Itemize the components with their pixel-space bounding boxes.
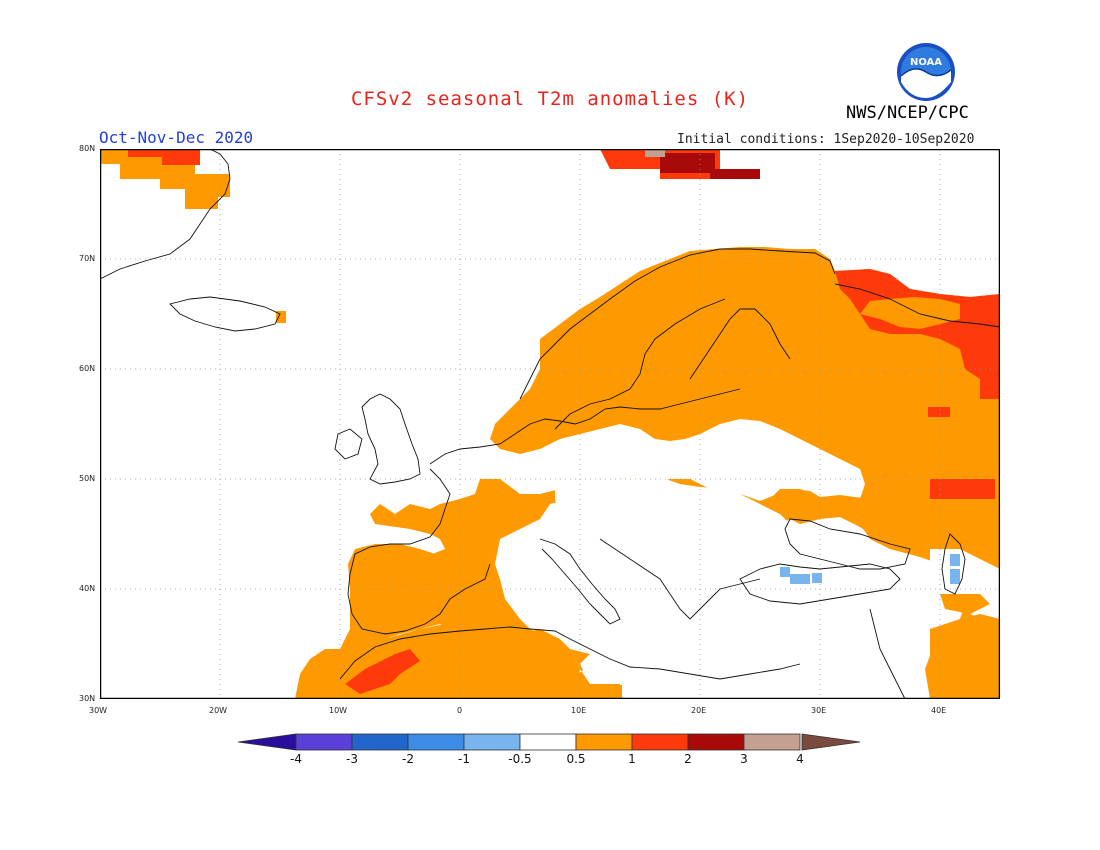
lat-label-30n: 30N xyxy=(79,694,96,703)
coastlines xyxy=(100,149,1000,699)
lat-label-70n: 70N xyxy=(79,254,96,263)
noaa-logo-icon: NOAA xyxy=(897,43,955,101)
lon-label-20e: 20E xyxy=(691,706,707,715)
agency-label: NWS/NCEP/CPC xyxy=(846,103,969,123)
graticule xyxy=(100,149,1000,699)
anomaly-map xyxy=(100,149,1000,699)
lat-label-40n: 40N xyxy=(79,584,96,593)
colorbar-label: -1 xyxy=(458,752,470,766)
lat-label-50n: 50N xyxy=(79,474,96,483)
lon-label-10w: 10W xyxy=(329,706,348,715)
noaa-logo-text: NOAA xyxy=(910,57,942,68)
colorbar-cell xyxy=(519,733,577,751)
colorbar-left-arrow xyxy=(238,733,297,751)
colorbar-cell xyxy=(295,733,353,751)
colorbar-label: -0.5 xyxy=(508,752,532,766)
lon-label-30w: 30W xyxy=(89,706,108,715)
initial-conditions-label: Initial conditions: 1Sep2020-10Sep2020 xyxy=(677,132,975,147)
lat-label-80n: 80N xyxy=(79,144,96,153)
lat-label-60n: 60N xyxy=(79,364,96,373)
colorbar-cell xyxy=(463,733,521,751)
map-title: CFSv2 seasonal T2m anomalies (K) xyxy=(350,88,750,110)
colorbar-label: -2 xyxy=(402,752,414,766)
map-frame xyxy=(100,149,1000,699)
colorbar-cell xyxy=(687,733,745,751)
colorbar-label: 3 xyxy=(740,752,748,766)
colorbar-label: 0.5 xyxy=(566,752,586,766)
colorbar-cell xyxy=(631,733,689,751)
colorbar-cell xyxy=(575,733,633,751)
lon-label-20w: 20W xyxy=(209,706,228,715)
colorbar-label: -4 xyxy=(290,752,302,766)
colorbar-label: 4 xyxy=(796,752,804,766)
colorbar-cell xyxy=(407,733,465,751)
lon-label-0: 0 xyxy=(457,706,463,715)
colorbar-cell xyxy=(351,733,409,751)
anomaly-fill-layer xyxy=(100,149,1000,699)
colorbar-label: -3 xyxy=(346,752,358,766)
colorbar-label: 2 xyxy=(684,752,692,766)
lon-label-30e: 30E xyxy=(811,706,827,715)
lon-label-10e: 10E xyxy=(571,706,587,715)
season-label: Oct-Nov-Dec 2020 xyxy=(99,128,254,147)
lon-label-40e: 40E xyxy=(931,706,947,715)
colorbar-right-arrow xyxy=(801,733,861,751)
colorbar xyxy=(238,733,861,751)
colorbar-label: 1 xyxy=(628,752,636,766)
colorbar-cell xyxy=(743,733,801,751)
